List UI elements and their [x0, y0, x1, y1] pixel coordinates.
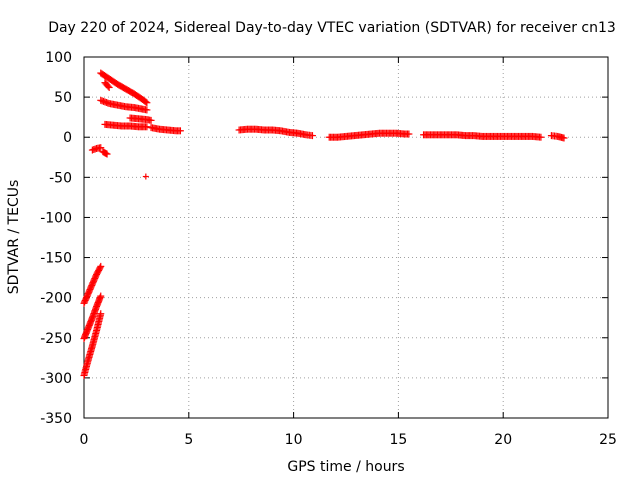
- chart-title: Day 220 of 2024, Sidereal Day-to-day VTE…: [48, 20, 616, 36]
- data-point: [97, 292, 105, 300]
- data-point: [97, 310, 105, 318]
- y-axis-label: SDTVAR / TECUs: [6, 180, 22, 295]
- data-point: [104, 82, 112, 90]
- y-tick-label: -50: [49, 170, 72, 186]
- data-point: [308, 132, 316, 140]
- y-tick-label: 100: [45, 50, 72, 66]
- data-point: [143, 106, 151, 114]
- y-tick-label: 50: [54, 90, 72, 106]
- data-point: [147, 116, 155, 124]
- plot-frame: [83, 56, 609, 419]
- axis-ticks: 0 5 10 15 20 25 100 50 0 -50 -100 -150 -200 -250 -300 -…: [40, 50, 617, 448]
- x-tick-label: 20: [494, 432, 512, 448]
- data-point: [103, 150, 111, 158]
- data-point: [96, 264, 104, 272]
- x-tick-label: 0: [80, 432, 89, 448]
- x-tick-label: 15: [389, 432, 407, 448]
- data-point: [560, 134, 568, 142]
- data-point: [105, 83, 113, 91]
- y-tick-label: -250: [40, 331, 72, 347]
- x-tick-label: 25: [599, 432, 617, 448]
- data-points: [80, 69, 568, 379]
- gridlines: [84, 57, 608, 418]
- y-tick-label: -150: [40, 251, 72, 267]
- data-point: [143, 123, 151, 131]
- data-point: [405, 130, 413, 138]
- data-point: [142, 98, 150, 106]
- y-tick-label: -200: [40, 291, 72, 307]
- data-point: [97, 262, 105, 270]
- data-point: [176, 127, 184, 135]
- data-point: [102, 149, 110, 157]
- data-point: [142, 173, 149, 180]
- y-tick-label: -100: [40, 210, 72, 226]
- data-point: [143, 99, 151, 107]
- data-point: [97, 144, 105, 152]
- y-tick-label: -300: [40, 371, 72, 387]
- y-tick-label: -350: [40, 411, 72, 427]
- data-point: [537, 133, 545, 141]
- x-axis-label: GPS time / hours: [287, 459, 404, 475]
- y-tick-label: 0: [63, 130, 72, 146]
- x-tick-label: 10: [285, 432, 303, 448]
- x-tick-label: 5: [184, 432, 193, 448]
